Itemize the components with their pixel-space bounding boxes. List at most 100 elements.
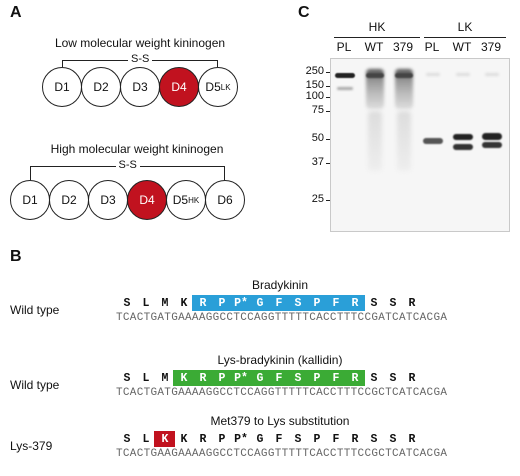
amino-acid: P bbox=[218, 372, 226, 385]
lk-wt-band-lower bbox=[453, 144, 473, 150]
gel-lane-label: 379 bbox=[480, 40, 502, 54]
amino-acid: F bbox=[275, 372, 283, 385]
sequence-title: Bradykinin bbox=[251, 278, 309, 292]
panel-label-b: B bbox=[10, 248, 22, 265]
hmw-title: High molecular weight kininogen bbox=[50, 142, 224, 156]
gel-lane-label: PL bbox=[424, 40, 440, 54]
amino-acid-row: S L M K R P P* G F S P F R S S R bbox=[118, 370, 422, 386]
amino-acid: S bbox=[389, 372, 397, 385]
lk-faint-band-2 bbox=[456, 73, 470, 76]
gel-group-label-hk: HK bbox=[368, 20, 386, 34]
gel-lane-label: WT bbox=[452, 40, 472, 54]
gel-marker-tick bbox=[326, 97, 330, 98]
amino-acid: S bbox=[370, 433, 378, 446]
amino-acid: S bbox=[370, 372, 378, 385]
hmw-domain-d5: D5 HK bbox=[166, 180, 206, 220]
lmw-domain-d3: D3 bbox=[120, 67, 160, 107]
hk-379-band bbox=[395, 73, 413, 78]
highlight-box bbox=[154, 431, 175, 447]
gel-marker-tick bbox=[326, 163, 330, 164]
amino-acid: P bbox=[218, 297, 226, 310]
gel-marker-tick bbox=[326, 72, 330, 73]
amino-acid: S bbox=[294, 297, 302, 310]
gel-marker-25: 25 bbox=[311, 193, 324, 205]
gel-marker-50: 50 bbox=[311, 132, 324, 144]
hmw-domain-d4: D4 bbox=[127, 180, 167, 220]
amino-acid: R bbox=[351, 433, 359, 446]
highlight-box bbox=[173, 370, 365, 386]
amino-acid: R bbox=[199, 372, 207, 385]
lk-faint-band-3 bbox=[485, 73, 499, 76]
lk-379-band-lower bbox=[482, 142, 502, 148]
amino-acid: P bbox=[313, 372, 321, 385]
gel-marker-tick bbox=[326, 86, 330, 87]
amino-acid: P bbox=[218, 433, 226, 446]
hk-pl-faint-band bbox=[337, 87, 353, 90]
amino-acid: F bbox=[332, 297, 340, 310]
lk-pl-band bbox=[423, 138, 443, 144]
gel-marker-tick bbox=[326, 139, 330, 140]
gel-lane-label: WT bbox=[364, 40, 384, 54]
lk-379-band-upper bbox=[482, 133, 502, 140]
amino-acid: G bbox=[256, 433, 264, 446]
amino-acid: G bbox=[256, 297, 264, 310]
domain-subscript: LK bbox=[220, 82, 231, 92]
dna-sequence: TCACTGATGAAAAGGCCTCCAGGTTTTTCACCTTTCCGCT… bbox=[116, 387, 448, 399]
amino-acid: R bbox=[408, 372, 416, 385]
gel-image bbox=[330, 58, 510, 232]
amino-acid: L bbox=[142, 297, 150, 310]
hk-pl-band bbox=[335, 73, 355, 78]
sequence-title: Lys-bradykinin (kallidin) bbox=[217, 353, 343, 367]
lmw-disulfide-label: S-S bbox=[128, 53, 153, 65]
gel-marker-75: 75 bbox=[311, 104, 324, 116]
sequence-title: Met379 to Lys substitution bbox=[210, 414, 350, 428]
gel-marker-37: 37 bbox=[311, 156, 324, 168]
hmw-disulfide-label: S-S bbox=[115, 159, 140, 171]
panel-label-c: C bbox=[298, 4, 310, 21]
gel-group-line bbox=[334, 37, 420, 38]
gel-marker-tick bbox=[326, 200, 330, 201]
hk-379-smear bbox=[395, 69, 413, 109]
amino-acid: S bbox=[123, 372, 131, 385]
hk-wt-smear bbox=[366, 69, 384, 109]
amino-acid: S bbox=[294, 433, 302, 446]
amino-acid: S bbox=[294, 372, 302, 385]
amino-acid: P bbox=[313, 297, 321, 310]
hk-wt-band bbox=[366, 73, 384, 78]
lmw-domain-d4: D4 bbox=[159, 67, 199, 107]
hmw-domain-d3: D3 bbox=[88, 180, 128, 220]
sequence-row-label: Wild type bbox=[10, 378, 60, 392]
lmw-domain-d2: D2 bbox=[81, 67, 121, 107]
amino-acid-row: S L K K R P P* G F S P F R S S R bbox=[118, 431, 422, 447]
panel-label-a: A bbox=[10, 4, 22, 21]
dna-sequence: TCACTGATGAAAAGGCCTCCAGGTTTTTCACCTTTCCGAT… bbox=[116, 312, 448, 324]
amino-acid: R bbox=[351, 372, 359, 385]
hmw-domain-d1: D1 bbox=[10, 180, 50, 220]
gel-marker-250: 250 bbox=[305, 65, 324, 77]
amino-acid: F bbox=[275, 433, 283, 446]
gel-lane-label: 379 bbox=[392, 40, 414, 54]
gel-marker-100: 100 bbox=[305, 90, 324, 102]
amino-acid: K bbox=[180, 433, 188, 446]
amino-acid: S bbox=[370, 297, 378, 310]
gel-group-label-lk: LK bbox=[457, 20, 473, 34]
hk-wt-lower-smear bbox=[368, 111, 382, 171]
amino-acid: S bbox=[123, 433, 131, 446]
amino-acid: L bbox=[142, 433, 150, 446]
amino-acid: R bbox=[351, 297, 359, 310]
amino-acid: F bbox=[332, 372, 340, 385]
sequence-row-label: Wild type bbox=[10, 303, 60, 317]
hmw-domain-d2: D2 bbox=[49, 180, 89, 220]
amino-acid: S bbox=[389, 297, 397, 310]
lk-faint-band-1 bbox=[426, 73, 440, 76]
hmw-domain-d6: D6 bbox=[205, 180, 245, 220]
lmw-domain-d5: D5 LK bbox=[198, 67, 238, 107]
dna-sequence: TCACTGAAGAAAAGGCCTCCAGGTTTTTCACCTTTCCGCT… bbox=[116, 448, 448, 460]
amino-acid: K bbox=[161, 433, 169, 446]
lmw-title: Low molecular weight kininogen bbox=[54, 36, 226, 50]
amino-acid: F bbox=[275, 297, 283, 310]
amino-acid: R bbox=[408, 433, 416, 446]
amino-acid: F bbox=[332, 433, 340, 446]
amino-acid: R bbox=[199, 297, 207, 310]
amino-acid: M bbox=[161, 372, 169, 385]
